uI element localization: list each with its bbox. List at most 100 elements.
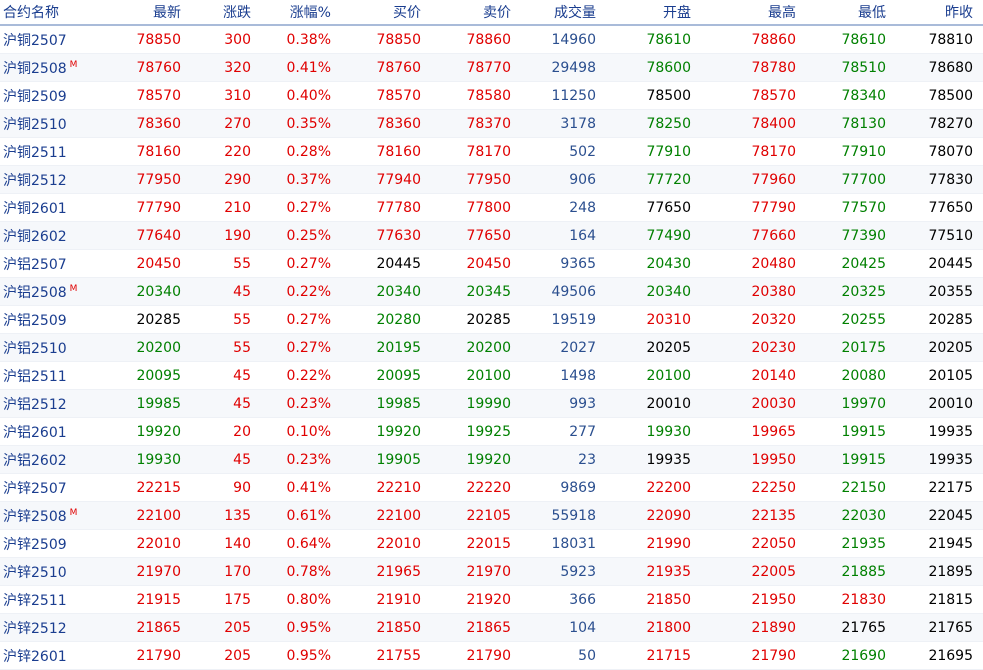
ask-price-cell: 77950 [435, 165, 525, 194]
contract-name-cell[interactable]: 沪锌2511 [0, 585, 100, 614]
open-price-cell: 20010 [610, 389, 705, 418]
change-cell: 290 [195, 165, 265, 194]
contract-name-cell[interactable]: 沪铝2510 [0, 333, 100, 362]
contract-name: 沪铜2602 [3, 228, 67, 245]
volume-cell: 2027 [525, 333, 610, 362]
high-price-cell: 20140 [705, 361, 810, 390]
contract-name-cell[interactable]: 沪锌2601 [0, 641, 100, 670]
table-row[interactable]: 沪锌2509 22010 140 0.64% 22010 22015 18031 21990 2… [0, 529, 983, 558]
contract-name-cell[interactable]: 沪铝2508 M [0, 277, 100, 306]
table-row[interactable]: 沪铜2511 78160 220 0.28% 78160 78170 502 77910 781… [0, 137, 983, 166]
table-row[interactable]: 沪铜2508 M 78760 320 0.41% 78760 78770 29498 78600… [0, 53, 983, 82]
table-row[interactable]: 沪铝2508 M 20340 45 0.22% 20340 20345 49506 20340 2… [0, 277, 983, 306]
open-price-cell: 77720 [610, 165, 705, 194]
column-header-prev-close[interactable]: 昨收 [900, 0, 983, 26]
column-header-change-pct[interactable]: 涨幅% [265, 0, 345, 26]
volume-cell: 19519 [525, 305, 610, 334]
ask-price-cell: 77650 [435, 221, 525, 250]
column-header-bid[interactable]: 买价 [345, 0, 435, 26]
table-row[interactable]: 沪铜2512 77950 290 0.37% 77940 77950 906 77720 779… [0, 165, 983, 194]
contract-name-cell[interactable]: 沪铝2601 [0, 417, 100, 446]
table-row[interactable]: 沪铝2511 20095 45 0.22% 20095 20100 1498 20100 201… [0, 361, 983, 390]
bid-price-cell: 22010 [345, 529, 435, 558]
contract-name-cell[interactable]: 沪铜2510 [0, 109, 100, 138]
table-row[interactable]: 沪铝2512 19985 45 0.23% 19985 19990 993 20010 2003… [0, 389, 983, 418]
change-cell: 55 [195, 333, 265, 362]
contract-name-cell[interactable]: 沪锌2508 M [0, 501, 100, 530]
last-price-cell: 78160 [100, 137, 195, 166]
bid-price-cell: 19920 [345, 417, 435, 446]
change-cell: 45 [195, 389, 265, 418]
column-header-name[interactable]: 合约名称 [0, 0, 100, 26]
low-price-cell: 19970 [810, 389, 900, 418]
contract-name-cell[interactable]: 沪铜2509 [0, 81, 100, 110]
change-pct-cell: 0.78% [265, 557, 345, 586]
column-header-change[interactable]: 涨跌 [195, 0, 265, 26]
column-header-low[interactable]: 最低 [810, 0, 900, 26]
contract-name-cell[interactable]: 沪铝2509 [0, 305, 100, 334]
table-row[interactable]: 沪铜2601 77790 210 0.27% 77780 77800 248 77650 777… [0, 193, 983, 222]
column-header-ask[interactable]: 卖价 [435, 0, 525, 26]
table-row[interactable]: 沪锌2508 M 22100 135 0.61% 22100 22105 55918 22090… [0, 501, 983, 530]
low-price-cell: 20175 [810, 333, 900, 362]
ask-price-cell: 20450 [435, 249, 525, 278]
contract-name-cell[interactable]: 沪锌2509 [0, 529, 100, 558]
last-price-cell: 22010 [100, 529, 195, 558]
table-row[interactable]: 沪锌2510 21970 170 0.78% 21965 21970 5923 21935 22… [0, 557, 983, 586]
contract-name-cell[interactable]: 沪铜2512 [0, 165, 100, 194]
contract-name-cell[interactable]: 沪铝2602 [0, 445, 100, 474]
contract-name-cell[interactable]: 沪铜2601 [0, 193, 100, 222]
change-cell: 170 [195, 557, 265, 586]
open-price-cell: 21850 [610, 585, 705, 614]
open-price-cell: 21800 [610, 613, 705, 642]
volume-cell: 277 [525, 417, 610, 446]
table-row[interactable]: 沪铝2510 20200 55 0.27% 20195 20200 2027 20205 202… [0, 333, 983, 362]
table-row[interactable]: 沪铜2509 78570 310 0.40% 78570 78580 11250 78500 7… [0, 81, 983, 110]
prev-close-cell: 78810 [900, 25, 983, 54]
table-row[interactable]: 沪铝2602 19930 45 0.23% 19905 19920 23 19935 19950… [0, 445, 983, 474]
change-pct-cell: 0.64% [265, 529, 345, 558]
change-cell: 310 [195, 81, 265, 110]
last-price-cell: 78760 [100, 53, 195, 82]
last-price-cell: 21790 [100, 641, 195, 670]
high-price-cell: 19950 [705, 445, 810, 474]
table-row[interactable]: 沪锌2601 21790 205 0.95% 21755 21790 50 21715 2179… [0, 641, 983, 670]
table-row[interactable]: 沪锌2507 22215 90 0.41% 22210 22220 9869 22200 222… [0, 473, 983, 502]
table-row[interactable]: 沪铝2509 20285 55 0.27% 20280 20285 19519 20310 20… [0, 305, 983, 334]
low-price-cell: 77570 [810, 193, 900, 222]
contract-name-cell[interactable]: 沪锌2510 [0, 557, 100, 586]
contract-name: 沪铝2507 [3, 256, 67, 273]
prev-close-cell: 20010 [900, 389, 983, 418]
column-header-high[interactable]: 最高 [705, 0, 810, 26]
ask-price-cell: 21790 [435, 641, 525, 670]
contract-name: 沪铜2507 [3, 32, 67, 49]
contract-name-cell[interactable]: 沪锌2512 [0, 613, 100, 642]
ask-price-cell: 22105 [435, 501, 525, 530]
contract-name-cell[interactable]: 沪铝2512 [0, 389, 100, 418]
contract-name-cell[interactable]: 沪铜2511 [0, 137, 100, 166]
open-price-cell: 78250 [610, 109, 705, 138]
volume-cell: 50 [525, 641, 610, 670]
contract-name-cell[interactable]: 沪铝2511 [0, 361, 100, 390]
column-header-volume[interactable]: 成交量 [525, 0, 610, 26]
open-price-cell: 20430 [610, 249, 705, 278]
table-row[interactable]: 沪铝2601 19920 20 0.10% 19920 19925 277 19930 1996… [0, 417, 983, 446]
contract-name-cell[interactable]: 沪锌2507 [0, 473, 100, 502]
contract-name-cell[interactable]: 沪铜2507 [0, 25, 100, 54]
table-row[interactable]: 沪锌2512 21865 205 0.95% 21850 21865 104 21800 218… [0, 613, 983, 642]
table-row[interactable]: 沪铜2507 78850 300 0.38% 78850 78860 14960 78610 7… [0, 25, 983, 54]
table-row[interactable]: 沪铜2510 78360 270 0.35% 78360 78370 3178 78250 78… [0, 109, 983, 138]
contract-name-cell[interactable]: 沪铝2507 [0, 249, 100, 278]
low-price-cell: 77390 [810, 221, 900, 250]
table-row[interactable]: 沪铝2507 20450 55 0.27% 20445 20450 9365 20430 204… [0, 249, 983, 278]
column-header-last[interactable]: 最新 [100, 0, 195, 26]
column-header-open[interactable]: 开盘 [610, 0, 705, 26]
table-row[interactable]: 沪铜2602 77640 190 0.25% 77630 77650 164 77490 776… [0, 221, 983, 250]
contract-name-cell[interactable]: 沪铜2508 M [0, 53, 100, 82]
main-contract-badge: M [69, 59, 78, 70]
high-price-cell: 21790 [705, 641, 810, 670]
contract-name: 沪铜2509 [3, 88, 67, 105]
table-row[interactable]: 沪锌2511 21915 175 0.80% 21910 21920 366 21850 219… [0, 585, 983, 614]
contract-name-cell[interactable]: 沪铜2602 [0, 221, 100, 250]
